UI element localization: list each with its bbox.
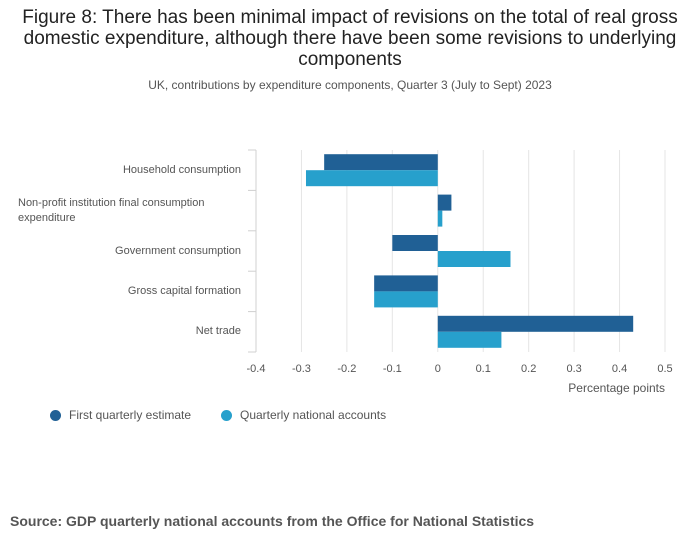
bar-quarterly-accounts bbox=[305, 170, 438, 187]
category-label-gross-capital: Gross capital formation bbox=[127, 285, 241, 297]
x-tick-label: -0.4 bbox=[247, 363, 266, 375]
legend-marker-first-estimate bbox=[50, 409, 61, 421]
bar-quarterly-accounts bbox=[437, 331, 502, 348]
bar-first-estimate bbox=[392, 235, 438, 251]
source-note: Source: GDP quarterly national accounts … bbox=[10, 513, 535, 529]
x-tick-label: 0.5 bbox=[657, 363, 672, 375]
category-label-net-trade: Net trade bbox=[195, 325, 241, 337]
bar-first-estimate bbox=[437, 194, 452, 211]
x-tick-label: -0.3 bbox=[292, 363, 311, 375]
chart-title: Figure 8: There has been minimal impact … bbox=[22, 7, 678, 70]
bar-first-estimate bbox=[324, 154, 438, 171]
bar-quarterly-accounts bbox=[437, 210, 443, 227]
x-tick-label: -0.1 bbox=[383, 363, 402, 375]
legend-marker-quarterly-accounts bbox=[221, 409, 232, 421]
chart-subtitle: UK, contributions by expenditure compone… bbox=[148, 78, 552, 92]
legend-label-quarterly-accounts: Quarterly national accounts bbox=[240, 408, 387, 422]
x-tick-label: 0 bbox=[435, 363, 441, 375]
x-tick-label: 0.3 bbox=[566, 363, 581, 375]
bar-first-estimate bbox=[374, 275, 438, 292]
x-tick-label: -0.2 bbox=[337, 363, 356, 375]
x-tick-label: 0.2 bbox=[521, 363, 536, 375]
x-tick-label: 0.1 bbox=[476, 363, 491, 375]
bar-quarterly-accounts bbox=[437, 251, 511, 267]
category-label-government: Government consumption bbox=[115, 245, 241, 257]
bar-quarterly-accounts bbox=[374, 291, 438, 308]
category-label-non-profit: Non-profit institution final consumption… bbox=[18, 197, 205, 224]
bar-first-estimate bbox=[437, 315, 634, 332]
x-tick-label: 0.4 bbox=[612, 363, 627, 375]
legend-item-first-estimate: First quarterly estimate bbox=[50, 408, 191, 422]
category-label-household: Household consumption bbox=[122, 164, 241, 176]
legend-label-first-estimate: First quarterly estimate bbox=[69, 408, 192, 422]
x-axis-title: Percentage points bbox=[568, 381, 665, 395]
legend-item-quarterly-accounts: Quarterly national accounts bbox=[221, 408, 386, 422]
